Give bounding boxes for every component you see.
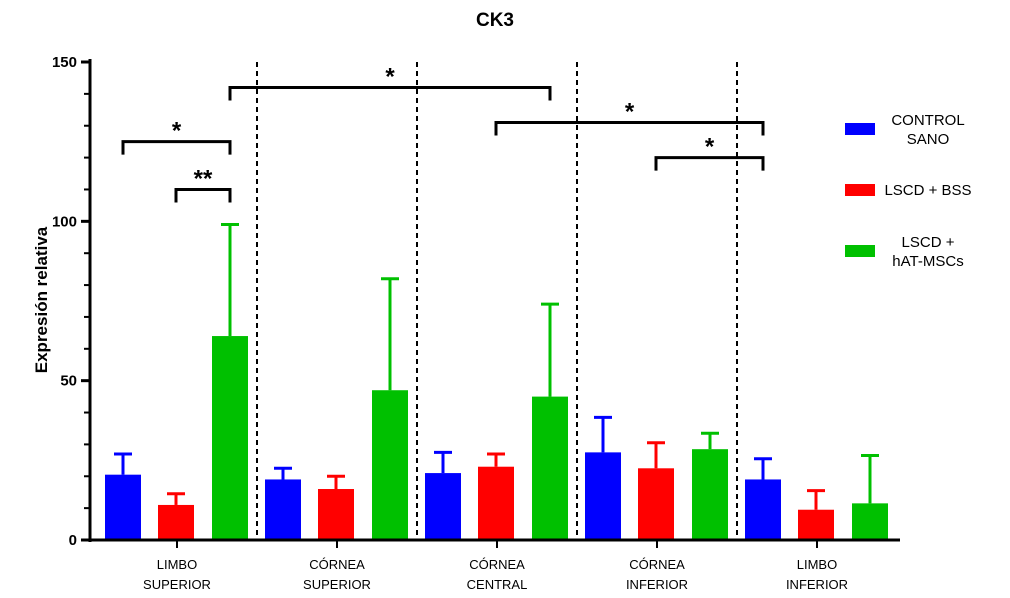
x-tick-label: CÓRNEA (629, 557, 685, 572)
bar (585, 452, 621, 540)
x-tick-label: CÓRNEA (309, 557, 365, 572)
bar (745, 479, 781, 540)
x-tick-label: LIMBO (797, 557, 837, 572)
bar (158, 504, 194, 540)
bar (105, 474, 141, 540)
significance-label: * (172, 118, 182, 145)
significance-label: * (385, 63, 395, 90)
bar (212, 336, 248, 540)
error-bars (114, 223, 879, 510)
bar (265, 479, 301, 540)
x-tick-label: INFERIOR (786, 577, 848, 592)
bar (318, 489, 354, 540)
significance-bracket (121, 140, 232, 155)
x-tick-label: CÓRNEA (469, 557, 525, 572)
significance-bracket (174, 187, 232, 203)
legend-label: LSCD + BSS (884, 182, 971, 199)
bar (692, 449, 728, 540)
x-tick-label: CENTRAL (467, 577, 528, 592)
y-tick-label: 50 (60, 373, 77, 390)
x-tick-label: INFERIOR (626, 577, 688, 592)
significance-bracket (494, 121, 765, 136)
y-tick-label: 0 (69, 532, 77, 549)
bar (532, 396, 568, 540)
category-dividers (256, 62, 738, 540)
bar (478, 466, 514, 540)
x-tick-label: LIMBO (157, 557, 197, 572)
legend: CONTROL SANO LSCD + BSS LSCD + hAT-MSCs (845, 112, 972, 270)
y-tick-label: 100 (52, 213, 77, 230)
axes: 0 50 100 150 LIMBO SUPERIOR CÓRNEA SUPERIOR CÓRN… (52, 54, 900, 592)
chart-title: CK3 (476, 10, 514, 31)
significance-bracket (228, 85, 552, 101)
y-axis-label: Expresión relativa (32, 226, 51, 373)
legend-label: CONTROL (891, 112, 964, 129)
significance-label: * (625, 99, 635, 126)
y-tick-label: 150 (52, 54, 77, 71)
legend-swatch (845, 184, 875, 196)
bar (372, 390, 408, 540)
significance-brackets: ****** (121, 63, 765, 203)
x-tick-label: SUPERIOR (303, 577, 371, 592)
bars (105, 336, 888, 540)
significance-label: ** (194, 165, 213, 192)
legend-label: SANO (907, 131, 950, 148)
legend-label: LSCD + (902, 234, 955, 251)
significance-label: * (705, 134, 715, 161)
bar (425, 473, 461, 540)
legend-label: hAT-MSCs (892, 253, 963, 270)
bar (638, 468, 674, 540)
significance-bracket (654, 156, 765, 171)
legend-swatch (845, 245, 875, 257)
bar (798, 509, 834, 540)
legend-swatch (845, 123, 875, 135)
x-tick-label: SUPERIOR (143, 577, 211, 592)
bar (852, 503, 888, 540)
